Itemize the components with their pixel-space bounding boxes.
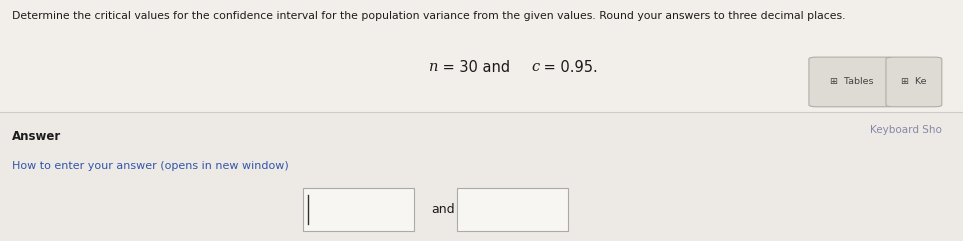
Text: ⊞  Tables: ⊞ Tables (830, 77, 873, 87)
Text: c: c (531, 60, 539, 74)
Text: and: and (431, 203, 455, 216)
FancyBboxPatch shape (457, 188, 568, 231)
Text: = 30 and: = 30 and (438, 60, 515, 75)
Text: ⊞  Ke: ⊞ Ke (901, 77, 926, 87)
FancyBboxPatch shape (303, 188, 414, 231)
Text: = 0.95.: = 0.95. (539, 60, 598, 75)
Text: Determine the critical values for the confidence interval for the population var: Determine the critical values for the co… (12, 11, 846, 21)
FancyBboxPatch shape (886, 57, 942, 107)
Text: How to enter your answer (opens in new window): How to enter your answer (opens in new w… (12, 161, 288, 171)
FancyBboxPatch shape (0, 112, 963, 241)
Text: Answer: Answer (12, 130, 61, 143)
FancyBboxPatch shape (809, 57, 895, 107)
Text: Keyboard Sho: Keyboard Sho (870, 125, 942, 135)
Text: n: n (429, 60, 438, 74)
